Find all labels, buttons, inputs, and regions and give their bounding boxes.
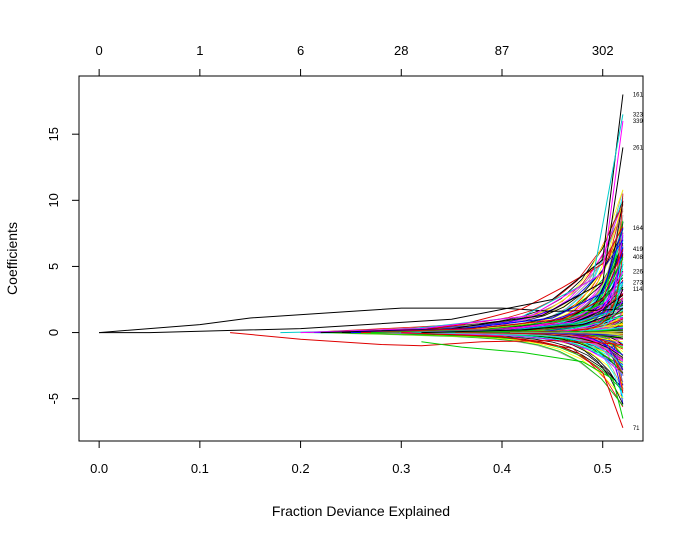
top-tick-label: 302 <box>592 43 614 58</box>
x-tick-label: 0.4 <box>493 461 511 476</box>
top-tick-label: 6 <box>297 43 304 58</box>
series-line <box>421 288 624 334</box>
series-label: 408 <box>633 255 644 261</box>
coefficient-path-highlight <box>230 332 623 347</box>
series-line <box>320 147 624 334</box>
x-tick-label: 0.3 <box>392 461 410 476</box>
coefficient-path <box>420 332 624 359</box>
x-axis-title: Fraction Deviance Explained <box>272 503 450 519</box>
y-axis: -5 0 5 10 15 <box>46 127 80 405</box>
series-label: 273 <box>633 280 644 286</box>
series-label: 114 <box>633 287 643 293</box>
x-tick-label: 0.2 <box>292 461 310 476</box>
y-tick-label: 15 <box>46 127 61 141</box>
series-line <box>300 120 624 334</box>
plot-frame <box>78 75 644 442</box>
x-tick-label: 0.1 <box>191 461 209 476</box>
series-label: 339 <box>633 119 644 125</box>
series-line <box>99 94 624 334</box>
y-tick-label: 0 <box>46 329 61 336</box>
series-label: 323 <box>633 112 644 118</box>
top-tick-label: 0 <box>96 43 103 58</box>
coefficient-paths <box>99 94 624 428</box>
coefficient-path <box>510 332 623 337</box>
top-tick-label: 28 <box>394 43 408 58</box>
coefficient-path <box>564 254 624 333</box>
x-axis: 0.0 0.1 0.2 0.3 0.4 0.5 <box>90 440 612 476</box>
series-label: 71 <box>633 426 640 432</box>
series-label: 164 <box>633 226 644 232</box>
y-axis-title: Coefficients <box>4 222 20 295</box>
coefficient-path-highlight <box>421 341 624 419</box>
series-label: 261 <box>633 145 644 151</box>
top-axis: 0 1 6 28 87 302 <box>96 43 614 76</box>
y-tick-label: 10 <box>46 193 61 207</box>
series-label: 226 <box>633 270 644 276</box>
x-tick-label: 0.5 <box>594 461 612 476</box>
series-line <box>360 249 624 334</box>
coefficient-path <box>329 332 624 392</box>
y-tick-label: 5 <box>46 263 61 270</box>
series-label: 419 <box>633 247 644 253</box>
coefficient-path <box>455 332 624 350</box>
top-tick-label: 1 <box>196 43 203 58</box>
coefficient-path <box>556 232 624 333</box>
x-tick-label: 0.0 <box>90 461 108 476</box>
series-line <box>371 257 624 334</box>
top-tick-label: 87 <box>495 43 509 58</box>
y-tick-label: -5 <box>46 393 61 405</box>
series-line <box>401 332 624 428</box>
series-label: 161 <box>633 93 644 99</box>
